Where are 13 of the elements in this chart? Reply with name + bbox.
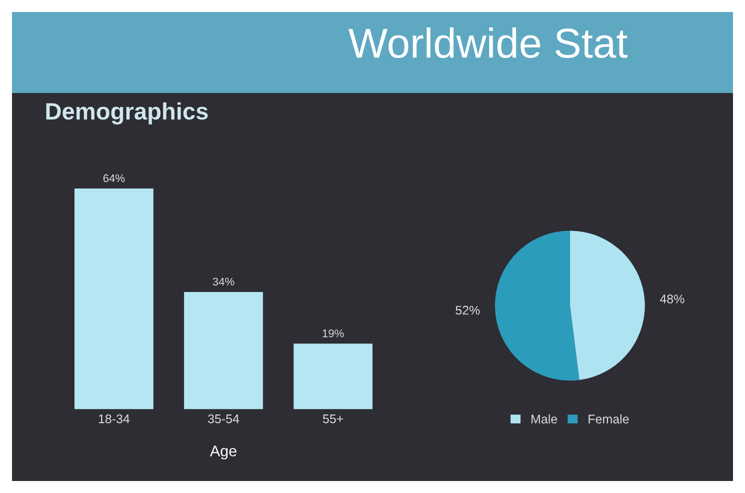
legend-label: Female [588,414,629,424]
data-label: 19% [322,329,344,338]
text: Worldwide Stat [348,27,628,58]
x-axis-title: Age [210,446,236,460]
x-tick-label: 55+ [322,414,344,424]
data-label: 52% [456,306,480,315]
data-label: 48% [660,294,684,304]
chart-subtitle: Demographics [46,102,208,124]
data-label: 64% [103,174,125,182]
x-tick-label: 35-54 [208,414,240,424]
x-tick-label: 18-34 [98,414,130,424]
legend-label: Male [532,414,558,424]
data-label: 34% [212,278,234,286]
